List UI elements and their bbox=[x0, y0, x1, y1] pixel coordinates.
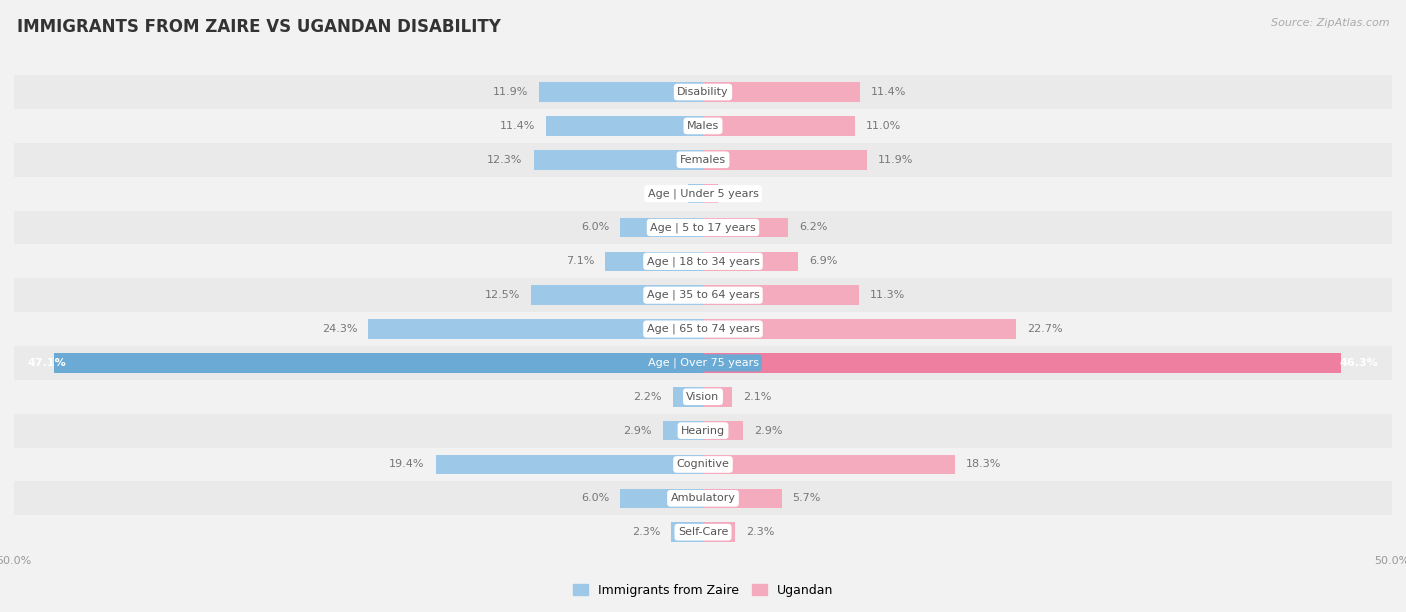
Bar bbox=[533, 150, 703, 170]
Bar bbox=[538, 82, 703, 102]
Bar bbox=[688, 184, 703, 203]
Text: 5.7%: 5.7% bbox=[793, 493, 821, 503]
Text: Cognitive: Cognitive bbox=[676, 460, 730, 469]
Bar bbox=[546, 116, 703, 136]
Text: 11.3%: 11.3% bbox=[870, 290, 905, 300]
Bar bbox=[14, 75, 1392, 109]
Bar bbox=[14, 482, 1392, 515]
Text: 7.1%: 7.1% bbox=[565, 256, 595, 266]
Bar bbox=[531, 285, 703, 305]
Text: 6.2%: 6.2% bbox=[800, 223, 828, 233]
Bar bbox=[14, 143, 1392, 177]
Text: 47.1%: 47.1% bbox=[28, 358, 66, 368]
Bar bbox=[14, 244, 1392, 278]
Bar bbox=[703, 387, 733, 406]
Text: 11.9%: 11.9% bbox=[492, 87, 529, 97]
Text: 18.3%: 18.3% bbox=[966, 460, 1001, 469]
Text: Age | Over 75 years: Age | Over 75 years bbox=[648, 357, 758, 368]
Text: IMMIGRANTS FROM ZAIRE VS UGANDAN DISABILITY: IMMIGRANTS FROM ZAIRE VS UGANDAN DISABIL… bbox=[17, 18, 501, 36]
Bar bbox=[14, 177, 1392, 211]
Bar bbox=[703, 285, 859, 305]
Bar bbox=[703, 523, 735, 542]
Text: Hearing: Hearing bbox=[681, 425, 725, 436]
Text: Age | 65 to 74 years: Age | 65 to 74 years bbox=[647, 324, 759, 334]
Text: 6.0%: 6.0% bbox=[581, 493, 609, 503]
Text: Age | 18 to 34 years: Age | 18 to 34 years bbox=[647, 256, 759, 267]
Text: Age | Under 5 years: Age | Under 5 years bbox=[648, 188, 758, 199]
Text: Age | 35 to 64 years: Age | 35 to 64 years bbox=[647, 290, 759, 300]
Text: 24.3%: 24.3% bbox=[322, 324, 357, 334]
Bar bbox=[703, 82, 860, 102]
Bar bbox=[703, 184, 718, 203]
Text: 11.4%: 11.4% bbox=[499, 121, 534, 131]
Bar bbox=[703, 488, 782, 508]
Bar bbox=[53, 353, 703, 373]
Bar bbox=[703, 150, 868, 170]
Bar bbox=[703, 353, 1341, 373]
Text: 2.3%: 2.3% bbox=[745, 527, 775, 537]
Text: 19.4%: 19.4% bbox=[389, 460, 425, 469]
Bar bbox=[620, 218, 703, 237]
Bar bbox=[605, 252, 703, 271]
Bar bbox=[14, 447, 1392, 482]
Text: Self-Care: Self-Care bbox=[678, 527, 728, 537]
Text: 6.9%: 6.9% bbox=[808, 256, 838, 266]
Text: 11.0%: 11.0% bbox=[866, 121, 901, 131]
Bar bbox=[14, 312, 1392, 346]
Bar bbox=[703, 319, 1015, 339]
Bar bbox=[620, 488, 703, 508]
Text: Ambulatory: Ambulatory bbox=[671, 493, 735, 503]
Text: Vision: Vision bbox=[686, 392, 720, 401]
Bar bbox=[671, 523, 703, 542]
Text: 1.1%: 1.1% bbox=[730, 188, 758, 199]
Bar bbox=[703, 218, 789, 237]
Bar bbox=[703, 116, 855, 136]
Text: 11.9%: 11.9% bbox=[877, 155, 914, 165]
Text: 2.9%: 2.9% bbox=[623, 425, 652, 436]
Text: 2.2%: 2.2% bbox=[633, 392, 662, 401]
Text: 46.3%: 46.3% bbox=[1340, 358, 1378, 368]
Bar bbox=[14, 278, 1392, 312]
Text: 11.4%: 11.4% bbox=[872, 87, 907, 97]
Legend: Immigrants from Zaire, Ugandan: Immigrants from Zaire, Ugandan bbox=[568, 579, 838, 602]
Bar bbox=[703, 421, 742, 441]
Bar bbox=[703, 455, 955, 474]
Bar bbox=[14, 380, 1392, 414]
Text: 12.3%: 12.3% bbox=[486, 155, 523, 165]
Bar bbox=[703, 252, 799, 271]
Bar bbox=[14, 211, 1392, 244]
Bar bbox=[14, 414, 1392, 447]
Bar bbox=[672, 387, 703, 406]
Bar bbox=[14, 346, 1392, 380]
Text: 2.3%: 2.3% bbox=[631, 527, 661, 537]
Text: 2.1%: 2.1% bbox=[742, 392, 772, 401]
Text: Age | 5 to 17 years: Age | 5 to 17 years bbox=[650, 222, 756, 233]
Text: Disability: Disability bbox=[678, 87, 728, 97]
Text: 6.0%: 6.0% bbox=[581, 223, 609, 233]
Bar bbox=[14, 515, 1392, 549]
Bar bbox=[14, 109, 1392, 143]
Bar bbox=[436, 455, 703, 474]
Text: Source: ZipAtlas.com: Source: ZipAtlas.com bbox=[1271, 18, 1389, 28]
Bar bbox=[664, 421, 703, 441]
Text: Females: Females bbox=[681, 155, 725, 165]
Bar bbox=[368, 319, 703, 339]
Text: 1.1%: 1.1% bbox=[648, 188, 676, 199]
Text: Males: Males bbox=[688, 121, 718, 131]
Text: 22.7%: 22.7% bbox=[1026, 324, 1063, 334]
Text: 2.9%: 2.9% bbox=[754, 425, 783, 436]
Text: 12.5%: 12.5% bbox=[484, 290, 520, 300]
